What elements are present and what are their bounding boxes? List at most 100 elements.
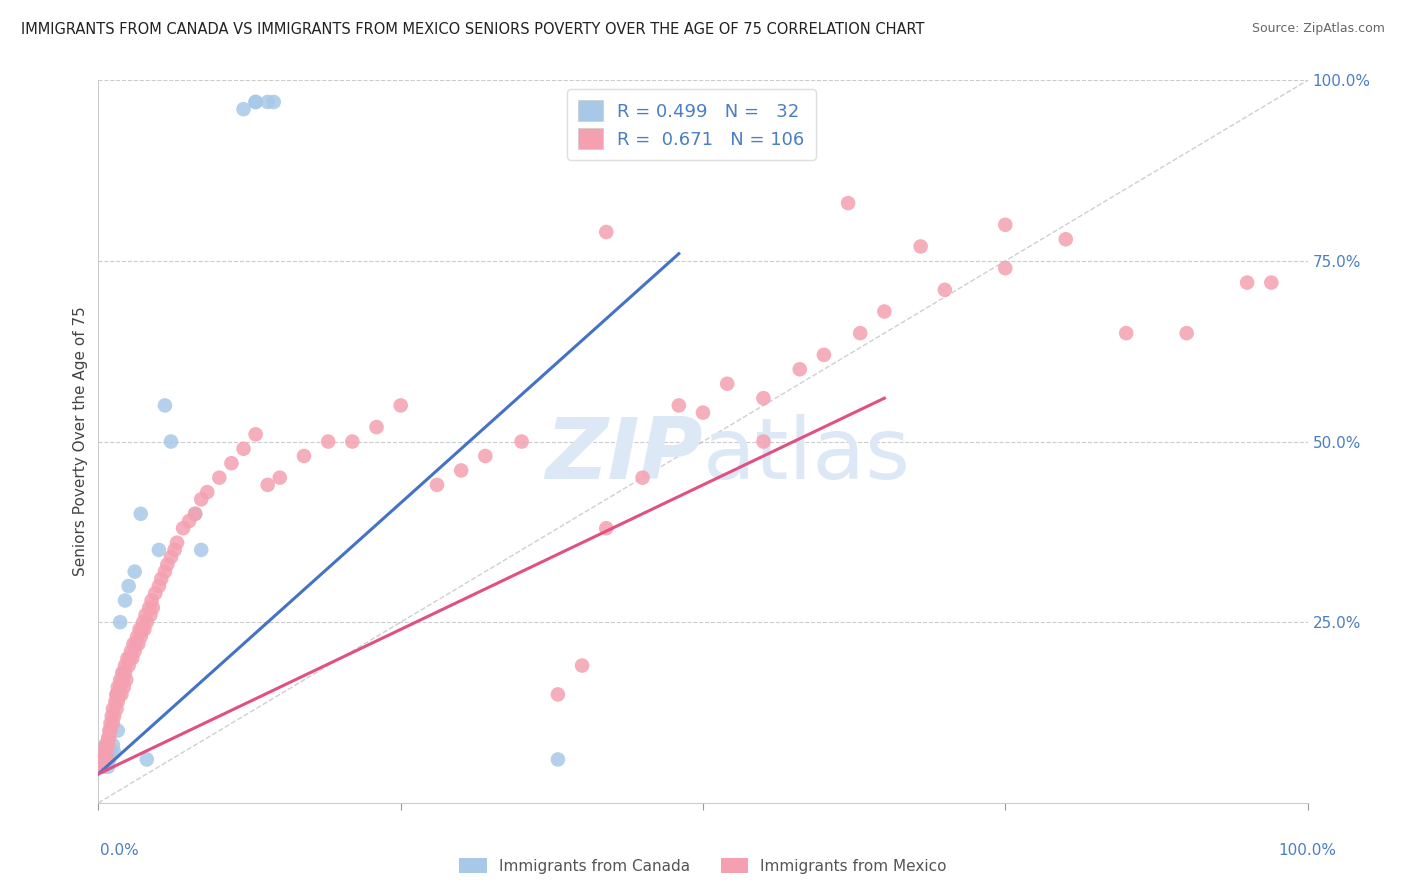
Point (107, 723, 129, 738)
Point (91, 752, 114, 766)
Point (595, 521, 617, 535)
Point (184, 507, 207, 521)
Point (837, 196, 859, 211)
Point (139, 607, 162, 622)
Point (263, 95, 285, 109)
Point (1175, 326, 1198, 340)
Point (90, 760, 112, 774)
Point (389, 398, 412, 412)
Point (90, 752, 112, 766)
Point (121, 651, 143, 665)
Point (179, 514, 201, 528)
Point (101, 716, 124, 731)
Point (120, 644, 142, 658)
Point (631, 470, 654, 484)
Point (184, 507, 207, 521)
Point (98, 752, 121, 766)
Point (131, 623, 153, 637)
Point (752, 434, 775, 449)
Point (101, 702, 124, 716)
Point (129, 630, 152, 644)
Point (124, 644, 146, 658)
Point (873, 304, 896, 318)
Point (163, 542, 186, 557)
Y-axis label: Seniors Poverty Over the Age of 75: Seniors Poverty Over the Age of 75 (73, 307, 89, 576)
Point (190, 492, 212, 507)
Point (111, 673, 134, 687)
Point (127, 637, 149, 651)
Point (103, 709, 125, 723)
Point (104, 695, 127, 709)
Point (138, 600, 160, 615)
Point (110, 687, 132, 701)
Point (208, 470, 231, 484)
Point (107, 680, 129, 694)
Point (100, 709, 122, 723)
Point (172, 521, 194, 535)
Point (93, 752, 115, 766)
Point (98, 731, 121, 745)
Point (910, 239, 932, 253)
Point (127, 630, 149, 644)
Point (108, 615, 131, 630)
Point (118, 651, 141, 665)
Point (142, 600, 165, 615)
Point (122, 637, 145, 651)
Point (547, 687, 569, 701)
Point (111, 665, 134, 680)
Point (342, 434, 364, 449)
Point (426, 478, 449, 492)
Point (97, 760, 120, 774)
Point (256, 478, 278, 492)
Point (114, 665, 136, 680)
Point (221, 456, 243, 470)
Point (316, 434, 339, 449)
Point (108, 687, 131, 701)
Point (934, 283, 956, 297)
Point (93, 752, 115, 766)
Point (105, 687, 128, 701)
Legend: R = 0.499   N =   32, R =  0.671   N = 106: R = 0.499 N = 32, R = 0.671 N = 106 (567, 89, 815, 160)
Point (115, 673, 138, 687)
Point (153, 398, 176, 412)
Point (450, 463, 472, 477)
Point (135, 607, 157, 622)
Point (150, 572, 173, 586)
Point (571, 658, 593, 673)
Text: atlas: atlas (703, 415, 911, 498)
Point (994, 218, 1017, 232)
Point (1260, 276, 1282, 290)
Point (153, 565, 176, 579)
Point (668, 398, 690, 412)
Point (91, 760, 114, 774)
Point (474, 449, 496, 463)
Point (813, 348, 835, 362)
Point (97, 731, 120, 745)
Point (108, 680, 131, 694)
Point (118, 579, 141, 593)
Point (108, 673, 131, 687)
Point (111, 665, 134, 680)
Point (166, 535, 188, 549)
Point (160, 550, 183, 565)
Point (91, 760, 114, 774)
Point (195, 485, 218, 500)
Point (93, 745, 115, 759)
Point (245, 95, 267, 109)
Point (125, 637, 148, 651)
Point (160, 434, 183, 449)
Point (100, 723, 122, 738)
Text: ZIP: ZIP (546, 415, 703, 498)
Point (232, 102, 254, 116)
Point (849, 326, 872, 340)
Point (105, 702, 128, 716)
Point (100, 716, 122, 731)
Point (117, 651, 139, 665)
Point (245, 427, 267, 442)
Point (156, 558, 179, 572)
Point (94, 738, 117, 752)
Point (752, 391, 775, 405)
Point (103, 745, 125, 759)
Point (96, 745, 118, 759)
Point (148, 542, 170, 557)
